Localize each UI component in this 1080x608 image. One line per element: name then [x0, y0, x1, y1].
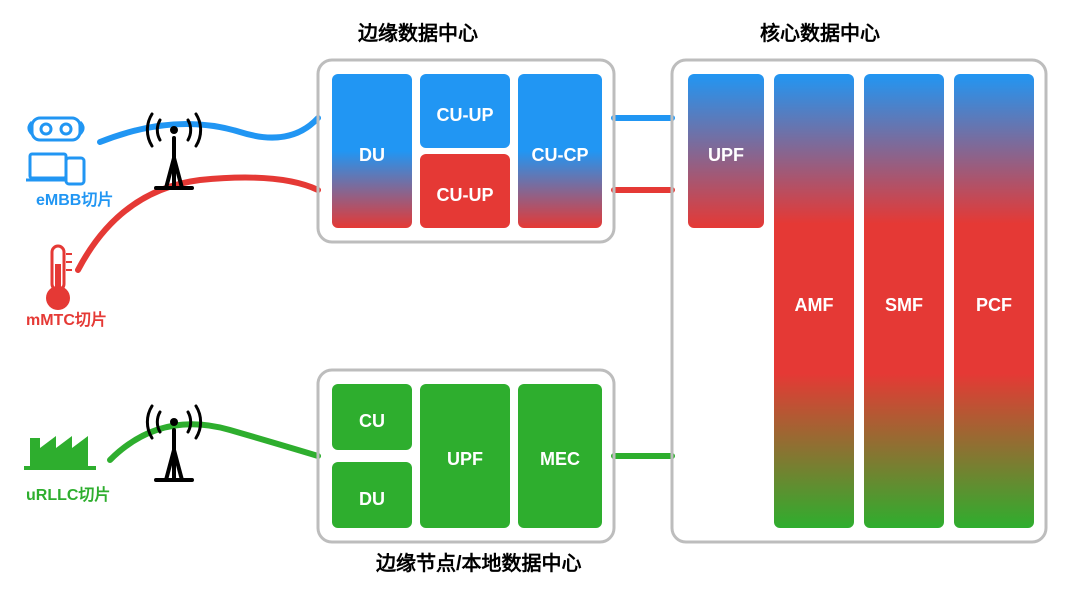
slice-label-mmtc: mMTC切片 — [26, 310, 107, 329]
antenna-icon — [147, 406, 200, 480]
link-mmtc-to-edge — [78, 178, 318, 270]
box-label-node_du: DU — [359, 489, 385, 509]
box-label-node_mec: MEC — [540, 449, 580, 469]
box-label-core_upf: UPF — [708, 145, 744, 165]
box-label-core_pcf: PCF — [976, 295, 1012, 315]
box-label-edge_cucp: CU-CP — [532, 145, 589, 165]
link-urllc-to-node — [110, 424, 318, 460]
title-edge-dc: 边缘数据中心 — [357, 21, 478, 45]
vr-headset-icon — [29, 118, 83, 140]
network-slicing-diagram: DUCU-UPCU-UPCU-CPCUDUUPFMECUPFAMFSMFPCF … — [0, 0, 1080, 608]
box-label-core_smf: SMF — [885, 295, 923, 315]
link-embb-to-edge — [100, 118, 318, 142]
thermometer-icon — [46, 246, 72, 310]
box-label-edge_cuup2: CU-UP — [437, 185, 494, 205]
title-edge-node: 边缘节点/本地数据中心 — [375, 551, 582, 575]
box-label-node_cu: CU — [359, 411, 385, 431]
slice-label-urllc: uRLLC切片 — [26, 485, 110, 504]
box-label-core_amf: AMF — [795, 295, 834, 315]
devices-icon — [26, 154, 84, 184]
slice-label-embb: eMBB切片 — [36, 190, 113, 209]
box-label-node_upf: UPF — [447, 449, 483, 469]
boxes-layer: DU CU-UP CU-UP CU-CP CU DU UPF MEC UPF AMF SMF PCF — [332, 74, 1034, 528]
box-label-edge_du: DU — [359, 145, 385, 165]
factory-icon — [24, 436, 96, 470]
box-label-edge_cuup1: CU-UP — [437, 105, 494, 125]
title-core-dc: 核心数据中心 — [760, 21, 880, 45]
